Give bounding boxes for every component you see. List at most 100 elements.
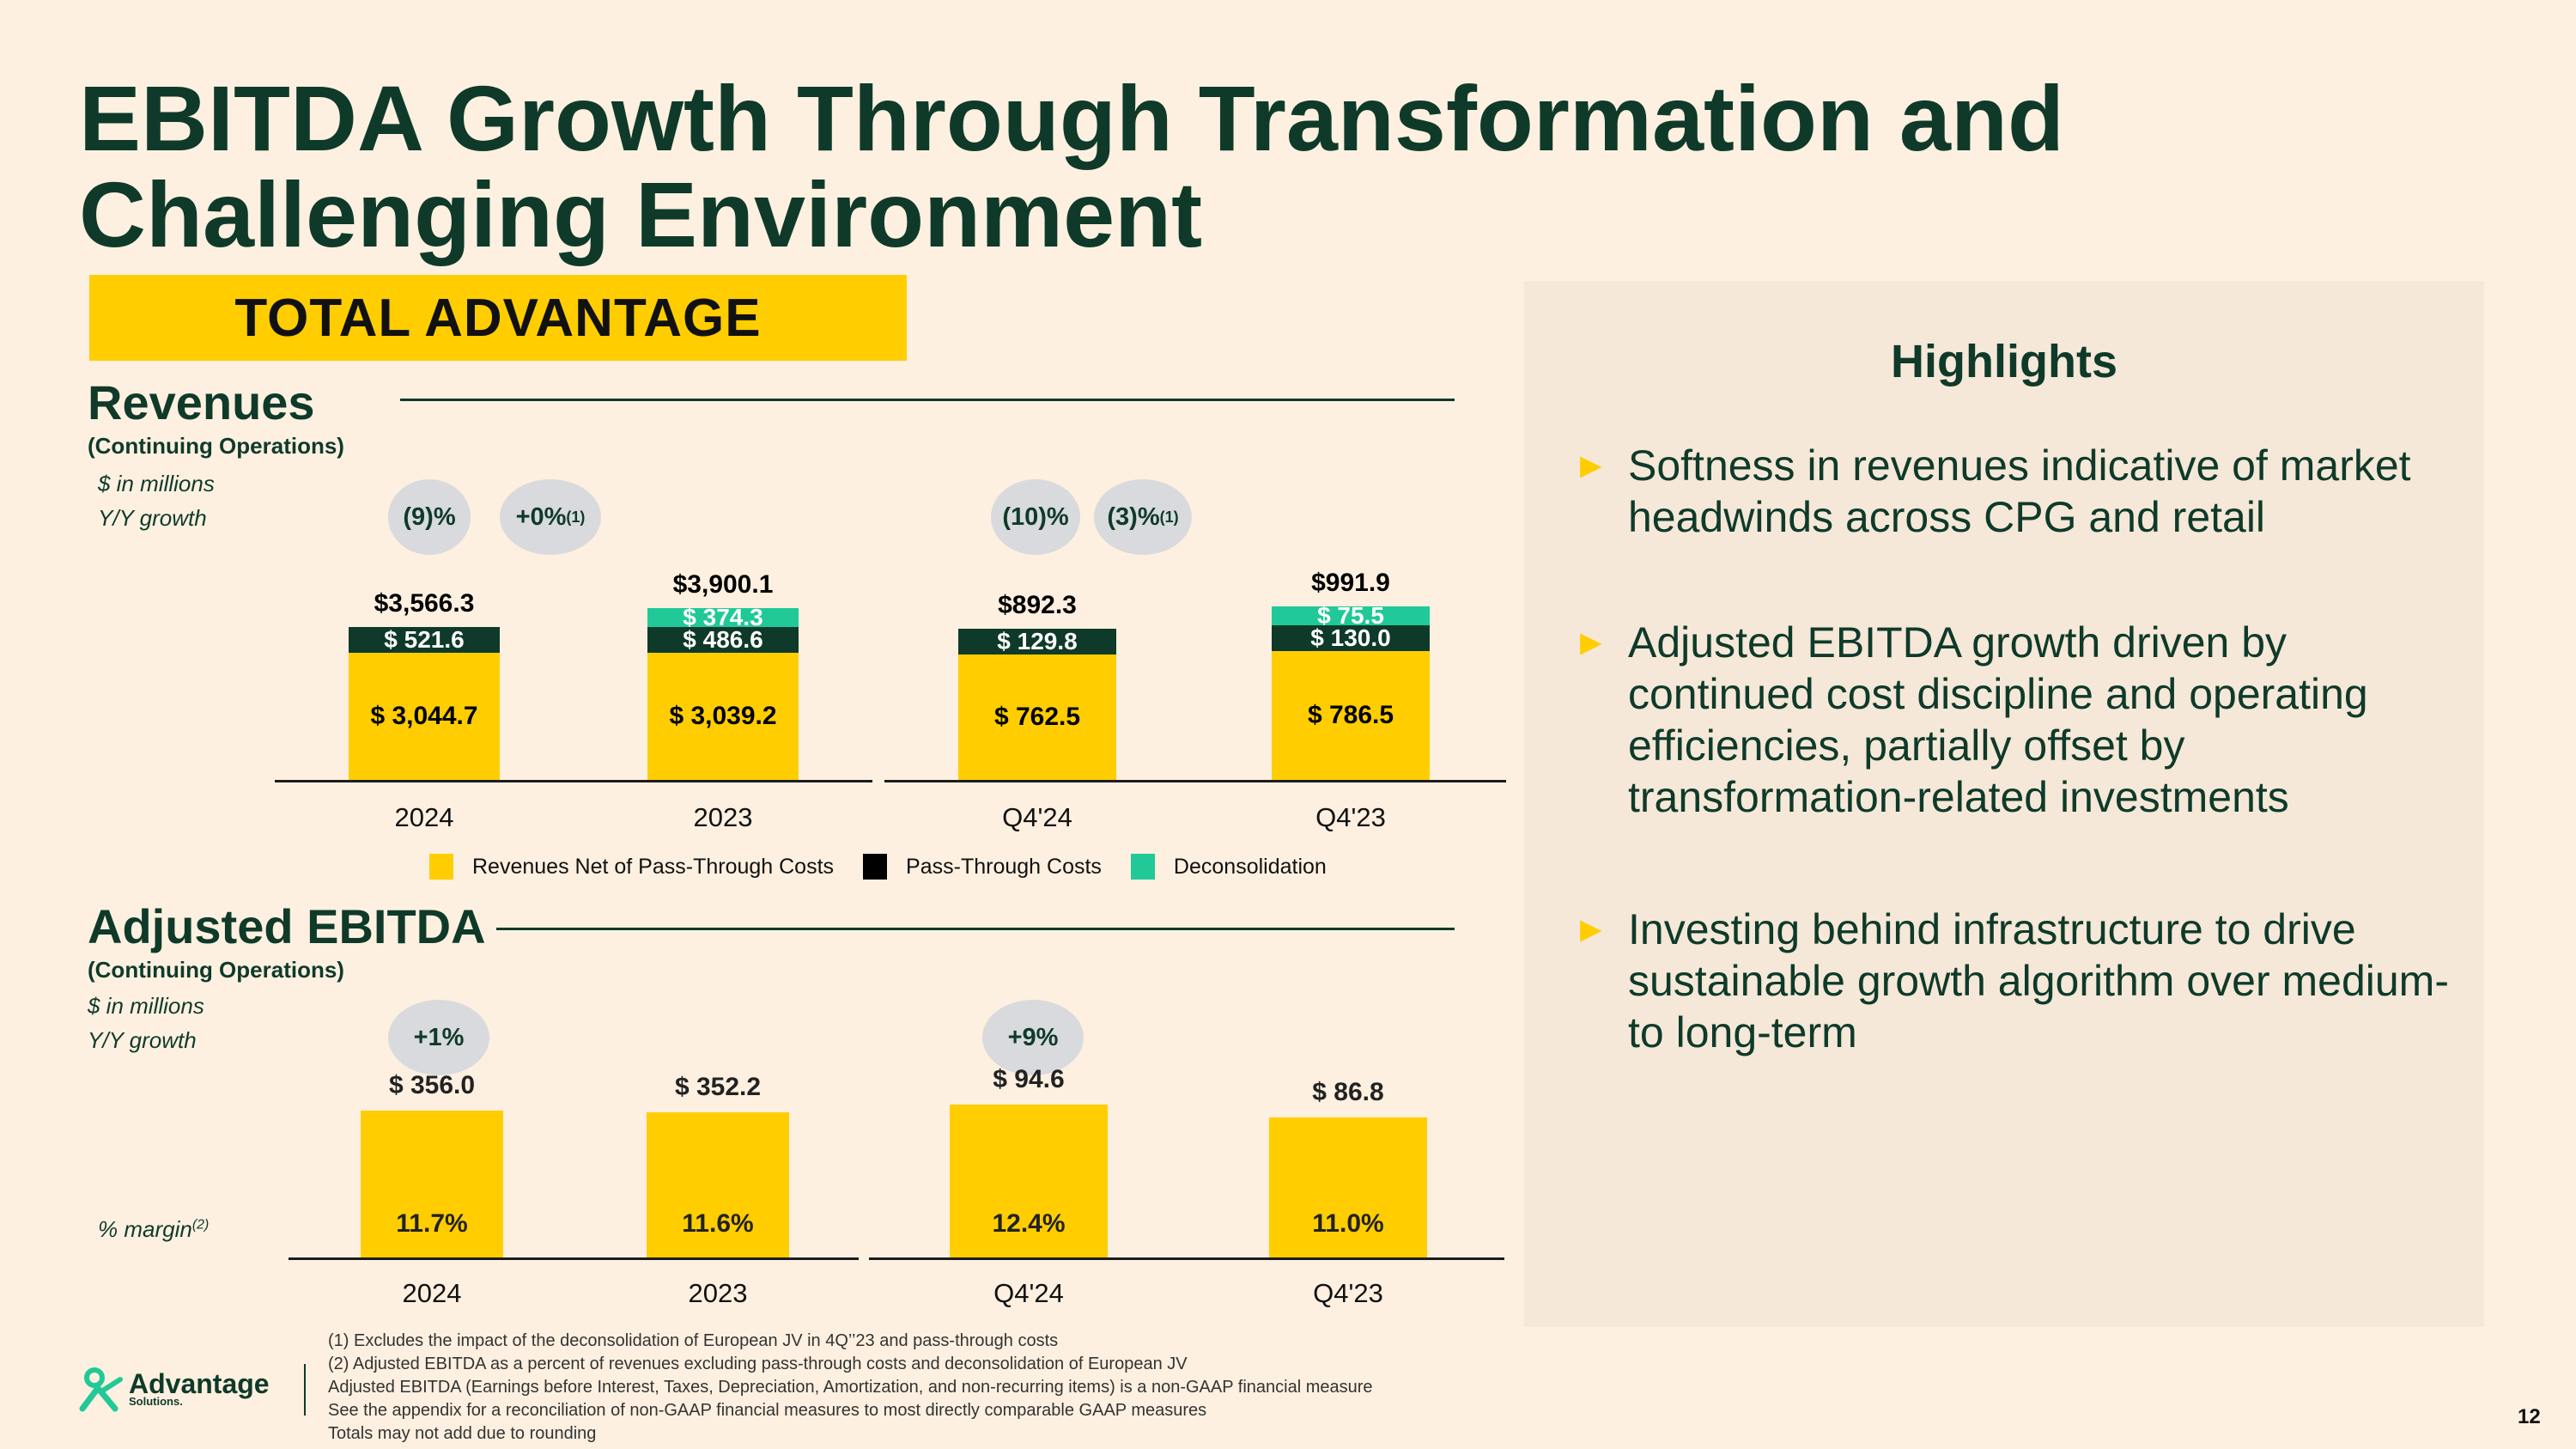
legend-swatch — [863, 854, 888, 880]
category-label: Q4'24 — [1002, 802, 1072, 832]
legend: Revenues Net of Pass-Through Costs Pass-… — [429, 854, 1356, 880]
highlight-bullet: ► Softness in revenues indicative of mark… — [1573, 440, 2466, 543]
data-label: $ 374.3 — [683, 603, 763, 630]
growth-pill-sup: (1) — [566, 508, 586, 526]
data-label: $ 762.5 — [993, 703, 1081, 732]
bar — [950, 1105, 1108, 1257]
bar-segment — [1272, 624, 1430, 651]
highlight-text: Adjusted EBITDA growth driven by continu… — [1628, 618, 2368, 821]
revenue-growth-pill: (3)% (1) — [1094, 479, 1192, 555]
highlight-text: Softness in revenues indicative of marke… — [1628, 441, 2411, 541]
data-label: $ 786.5 — [1307, 700, 1394, 729]
growth-pill-text: (3)% — [1107, 502, 1160, 531]
growth-pill-sup: (1) — [1159, 508, 1179, 526]
advantage-logo-icon — [79, 1367, 123, 1412]
margin-label: 12.4% — [992, 1209, 1066, 1238]
highlights-panel — [1524, 281, 2484, 1327]
bar-segment — [647, 607, 799, 627]
bar-segment — [349, 652, 500, 780]
margin-label-text: % margin — [98, 1216, 192, 1242]
footnote: See the appendix for a reconciliation of… — [328, 1401, 1207, 1420]
legend-label: Revenues Net of Pass-Through Costs — [472, 854, 835, 879]
bar-segment — [647, 652, 799, 780]
growth-pill-text: (9)% — [403, 502, 456, 531]
revenues-rule — [400, 399, 1455, 401]
category-label: Q4'23 — [1313, 1278, 1383, 1308]
category-label: 2023 — [693, 802, 753, 832]
legend-swatch — [1130, 854, 1155, 880]
triangle-right-icon: ► — [1573, 445, 1609, 485]
revenue-growth-pill: (10)% — [991, 479, 1080, 555]
footnote: Adjusted EBITDA (Earnings before Interes… — [328, 1378, 1373, 1397]
title-line-1: EBITDA Growth Through Transformation and — [79, 66, 2064, 170]
highlight-bullet: ► Investing behind infrastructure to driv… — [1573, 904, 2466, 1058]
bar — [647, 1111, 789, 1257]
growth-pill-text: (10)% — [1002, 502, 1069, 531]
total-label: $991.9 — [1311, 568, 1390, 597]
margin-label: 11.6% — [682, 1209, 754, 1238]
x-axis — [275, 780, 872, 782]
revenues-title: Revenues — [88, 375, 315, 429]
logo-text: Advantage Solutions. — [129, 1368, 270, 1408]
page-number: 12 — [2518, 1405, 2541, 1428]
ebitda-subtitle: (Continuing Operations) — [88, 957, 344, 983]
data-label: $ 521.6 — [384, 625, 465, 653]
value-label: $ 86.8 — [1312, 1077, 1384, 1106]
total-label: $3,566.3 — [374, 588, 475, 618]
triangle-right-icon: ► — [1573, 622, 1609, 662]
x-axis — [289, 1257, 859, 1260]
logo-name: Advantage — [129, 1368, 270, 1399]
margin-label: 11.0% — [1312, 1209, 1384, 1238]
category-label: 2023 — [688, 1278, 748, 1308]
footnote: (2) Adjusted EBITDA as a percent of reve… — [328, 1355, 1188, 1373]
data-label: $ 3,039.2 — [669, 701, 777, 730]
highlight-bullet: ► Adjusted EBITDA growth driven by contin… — [1573, 617, 2466, 823]
legend-label: Pass-Through Costs — [906, 854, 1102, 879]
triangle-right-icon: ► — [1573, 909, 1609, 949]
category-label: 2024 — [394, 802, 454, 832]
total-label: $3,900.1 — [672, 569, 774, 599]
data-label: $ 129.8 — [997, 628, 1078, 655]
footnote: (1) Excludes the impact of the deconsoli… — [328, 1331, 1059, 1350]
bar — [1269, 1117, 1427, 1257]
data-label: $ 3,044.7 — [370, 701, 478, 730]
category-label: Q4'24 — [993, 1278, 1064, 1308]
bar-segment — [349, 626, 500, 653]
footnote: Totals may not add due to rounding — [328, 1424, 597, 1443]
bar — [361, 1111, 503, 1257]
legend-item: Revenues Net of Pass-Through Costs — [429, 854, 834, 880]
revenue-growth-pill: +0% (1) — [500, 479, 601, 555]
value-label: $ 352.2 — [674, 1072, 762, 1101]
bar-segment — [958, 654, 1116, 780]
ebitda-growth-label: Y/Y growth — [88, 1027, 197, 1053]
revenues-units: $ in millions — [98, 471, 215, 496]
total-label: $892.3 — [998, 591, 1077, 620]
total-advantage-banner: TOTAL ADVANTAGE — [89, 275, 907, 361]
advantage-logo: Advantage Solutions. — [77, 1366, 270, 1414]
category-label: Q4'23 — [1315, 802, 1386, 832]
growth-pill-text: +0% — [515, 502, 567, 531]
logo-sub: Solutions. — [129, 1395, 183, 1408]
revenue-growth-pill: (9)% — [388, 479, 471, 555]
data-label: $ 130.0 — [1310, 624, 1391, 651]
title-line-2: Challenging Environment — [79, 162, 1203, 266]
revenues-subtitle: (Continuing Operations) — [88, 433, 344, 459]
category-label: 2024 — [402, 1278, 462, 1308]
highlights-title: Highlights — [1891, 336, 2117, 387]
ebitda-title: Adjusted EBITDA — [88, 899, 486, 953]
bar-segment — [1272, 650, 1430, 780]
ebitda-rule — [496, 928, 1455, 930]
ebitda-growth-pill: +1% — [388, 1000, 489, 1075]
bar-segment — [647, 626, 799, 653]
data-label: $ 486.6 — [683, 625, 763, 653]
revenues-growth-label: Y/Y growth — [98, 505, 207, 531]
legend-swatch — [429, 854, 453, 880]
highlight-text: Investing behind infrastructure to drive… — [1628, 905, 2449, 1056]
bar-segment — [958, 629, 1116, 655]
legend-label: Deconsolidation — [1173, 854, 1327, 879]
value-label: $ 356.0 — [388, 1071, 476, 1099]
margin-label: 11.7% — [396, 1209, 468, 1238]
footnotes: (1) Excludes the impact of the deconsoli… — [328, 1330, 1373, 1446]
ebitda-units: $ in millions — [88, 993, 204, 1019]
ebitda-growth-pill: +9% — [982, 1000, 1084, 1075]
